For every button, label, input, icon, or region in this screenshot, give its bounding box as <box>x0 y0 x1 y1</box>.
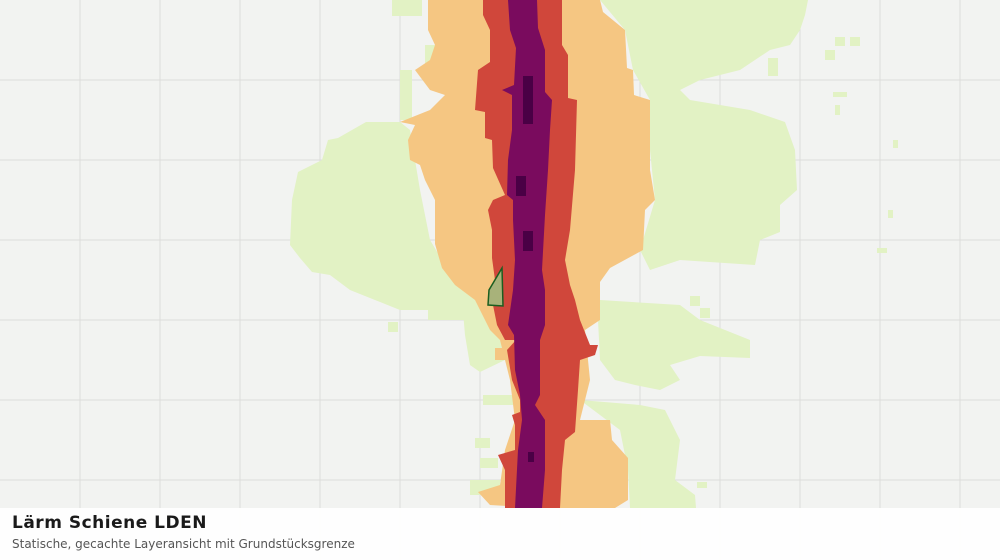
noise-zone-extreme <box>516 76 534 462</box>
layer-title: Lärm Schiene LDEN <box>12 513 207 533</box>
noise-zone-low <box>290 0 898 508</box>
parcel-boundary <box>487 265 504 307</box>
caption-bar: Lärm Schiene LDEN Statische, gecachte La… <box>0 508 1000 560</box>
layer-subtitle: Statische, gecachte Layeransicht mit Gru… <box>12 537 355 551</box>
noise-zone-very-high <box>502 0 552 508</box>
